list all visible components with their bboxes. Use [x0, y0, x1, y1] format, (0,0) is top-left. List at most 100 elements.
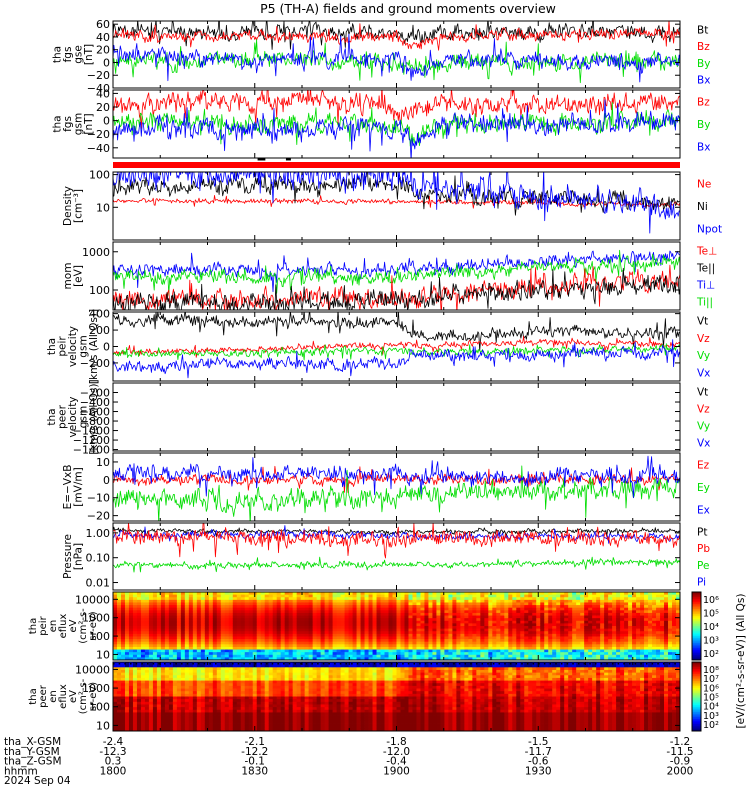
- spectrogram-cell: [244, 620, 250, 624]
- spectrogram-cell: [224, 712, 230, 716]
- spectrogram-cell: [584, 623, 589, 627]
- spectrogram-cell: [472, 639, 477, 643]
- spectrogram-cell: [460, 623, 465, 627]
- spectrogram-cell: [136, 605, 142, 609]
- spectrogram-cell: [588, 620, 593, 624]
- spectrogram-cell: [412, 610, 417, 614]
- spectrogram-cell: [204, 610, 210, 614]
- spectrogram-cell: [512, 623, 517, 627]
- spectrogram-cell: [140, 620, 146, 624]
- spectrogram-cell: [264, 594, 270, 598]
- spectrogram-cell: [580, 644, 585, 648]
- spectrogram-cell: [540, 623, 545, 627]
- spectrogram-cell: [320, 644, 326, 648]
- spectrogram-cell: [524, 620, 529, 624]
- spectrogram-cell: [388, 641, 393, 645]
- spectrogram-cell: [284, 639, 290, 643]
- spectrogram-cell: [212, 717, 218, 721]
- spectrogram-cell: [164, 646, 170, 650]
- spectrogram-cell: [152, 641, 158, 645]
- spectrogram-cell: [556, 618, 561, 622]
- spectrogram-cell: [596, 636, 601, 640]
- spectrogram-cell: [292, 618, 298, 622]
- spectrogram-cell: [420, 636, 425, 640]
- spectrogram-cell: [216, 641, 222, 645]
- spectrogram-cell: [156, 723, 162, 727]
- spectrogram-cell: [304, 641, 310, 645]
- spectrogram-cell: [128, 677, 134, 681]
- spectrogram-cell: [120, 615, 126, 619]
- spectrogram-cell: [168, 594, 174, 598]
- spectrogram-cell: [136, 641, 142, 645]
- spectrogram-cell: [260, 628, 266, 632]
- spectrogram-cell: [124, 707, 130, 711]
- spectrogram-cell: [596, 599, 601, 603]
- spectrogram-cell: [540, 594, 545, 598]
- spectrogram-cell: [212, 628, 218, 632]
- spectrogram-cell: [460, 652, 465, 656]
- spectrogram-cell: [448, 628, 453, 632]
- spectrogram-cell: [556, 620, 561, 624]
- spectrogram-cell: [580, 631, 585, 635]
- spectrogram-cell: [612, 597, 617, 601]
- spectrogram-cell: [232, 594, 238, 598]
- spectrogram-cell: [208, 628, 214, 632]
- spectrogram-cell: [164, 664, 170, 668]
- spectrogram-cell: [260, 615, 266, 619]
- spectrogram-cell: [216, 680, 222, 684]
- spectrogram-cell: [304, 615, 310, 619]
- spectrogram-cell: [192, 688, 198, 692]
- spectrogram-cell: [592, 592, 597, 596]
- spectrogram-cell: [348, 607, 353, 611]
- spectrogram-cell: [208, 688, 214, 692]
- spectrogram-cell: [436, 623, 441, 627]
- spectrogram-cell: [496, 641, 501, 645]
- spectrogram-cell: [456, 592, 461, 596]
- spectrogram-cell: [612, 615, 617, 619]
- spectrogram-cell: [488, 652, 493, 656]
- spectrogram-cell: [664, 602, 669, 606]
- spectrogram-cell: [172, 592, 178, 596]
- spectrogram-cell: [180, 646, 186, 650]
- spectrogram-cell: [204, 693, 210, 697]
- spectrogram-cell: [548, 639, 553, 643]
- spectrogram-cell: [328, 612, 334, 616]
- spectrogram-cell: [596, 615, 601, 619]
- spectrogram-cell: [220, 669, 226, 674]
- spectrogram-cell: [348, 639, 353, 643]
- spectrogram-cell: [324, 646, 330, 650]
- spectrogram-cell: [640, 607, 645, 611]
- spectrogram-cell: [664, 607, 669, 611]
- spectrogram-cell: [356, 615, 361, 619]
- spectrogram-cell: [160, 594, 166, 598]
- spectrogram-cell: [492, 618, 497, 622]
- spectrogram-cell: [676, 618, 681, 622]
- spectrogram-cell: [372, 631, 377, 635]
- spectrogram-cell: [328, 649, 334, 653]
- spectrogram-cell: [536, 605, 541, 609]
- y-tick-label: 0: [103, 115, 110, 128]
- spectrogram-cell: [340, 636, 345, 640]
- spectrogram-cell: [132, 620, 138, 624]
- spectrogram-cell: [372, 597, 377, 601]
- spectrogram-cell: [664, 633, 669, 637]
- spectrogram-cell: [436, 597, 441, 601]
- spectrogram-cell: [488, 631, 493, 635]
- spectrogram-cell: [152, 691, 158, 695]
- spectrogram-cell: [548, 599, 553, 603]
- chart-title: P5 (TH-A) fields and ground moments over…: [260, 1, 556, 16]
- spectrogram-cell: [588, 641, 593, 645]
- spectrogram-cell: [416, 631, 421, 635]
- colorbar-step: [692, 602, 701, 605]
- spectrogram-cell: [204, 597, 210, 601]
- spectrogram-cell: [308, 592, 314, 596]
- spectrogram-cell: [608, 649, 613, 653]
- spectrogram-cell: [256, 592, 262, 596]
- spectrogram-cell: [600, 641, 605, 645]
- spectrogram-cell: [244, 644, 250, 648]
- spectrogram-cell: [572, 605, 577, 609]
- spectrogram-cell: [208, 707, 214, 711]
- spectrogram-cell: [256, 631, 262, 635]
- y-tick-label: 0.10: [86, 552, 111, 565]
- spectrogram-cell: [244, 618, 250, 622]
